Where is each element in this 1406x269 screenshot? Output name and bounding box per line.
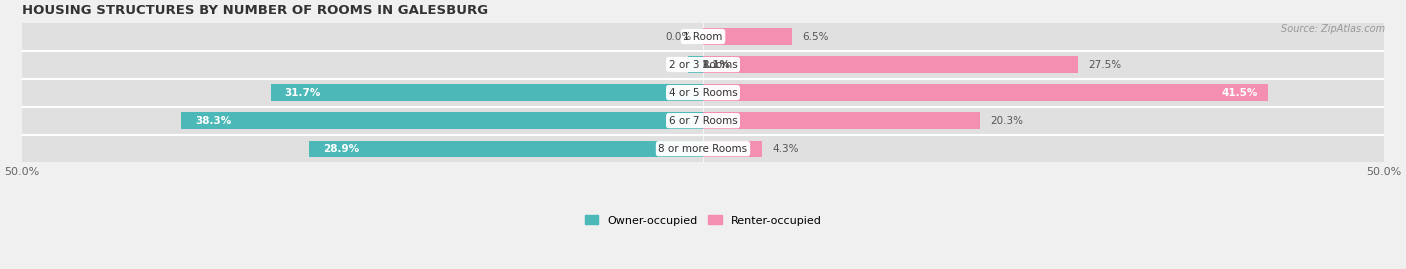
Bar bbox=[688, 56, 703, 73]
Legend: Owner-occupied, Renter-occupied: Owner-occupied, Renter-occupied bbox=[581, 211, 825, 230]
Text: 31.7%: 31.7% bbox=[285, 88, 321, 98]
Bar bbox=[21, 23, 1385, 50]
Bar bbox=[21, 51, 1385, 78]
Text: 6.5%: 6.5% bbox=[803, 31, 830, 41]
Text: 1.1%: 1.1% bbox=[702, 59, 731, 70]
Bar bbox=[703, 112, 980, 129]
Text: 1 Room: 1 Room bbox=[683, 31, 723, 41]
Text: 4 or 5 Rooms: 4 or 5 Rooms bbox=[669, 88, 737, 98]
Text: 6 or 7 Rooms: 6 or 7 Rooms bbox=[669, 116, 737, 126]
Bar bbox=[21, 79, 1385, 106]
Bar bbox=[181, 112, 703, 129]
Text: 27.5%: 27.5% bbox=[1088, 59, 1122, 70]
Text: 28.9%: 28.9% bbox=[323, 144, 359, 154]
Text: 38.3%: 38.3% bbox=[195, 116, 231, 126]
Text: 4.3%: 4.3% bbox=[772, 144, 799, 154]
Bar bbox=[21, 107, 1385, 134]
Bar bbox=[21, 135, 1385, 162]
Bar bbox=[271, 84, 703, 101]
Bar bbox=[309, 140, 703, 157]
Text: 0.0%: 0.0% bbox=[666, 31, 692, 41]
Text: 2 or 3 Rooms: 2 or 3 Rooms bbox=[669, 59, 737, 70]
Text: 8 or more Rooms: 8 or more Rooms bbox=[658, 144, 748, 154]
Bar bbox=[703, 140, 762, 157]
Text: Source: ZipAtlas.com: Source: ZipAtlas.com bbox=[1281, 24, 1385, 34]
Bar bbox=[703, 29, 792, 45]
Text: 20.3%: 20.3% bbox=[990, 116, 1024, 126]
Text: 41.5%: 41.5% bbox=[1222, 88, 1257, 98]
Text: HOUSING STRUCTURES BY NUMBER OF ROOMS IN GALESBURG: HOUSING STRUCTURES BY NUMBER OF ROOMS IN… bbox=[21, 4, 488, 17]
Bar bbox=[703, 56, 1077, 73]
Bar bbox=[703, 84, 1268, 101]
